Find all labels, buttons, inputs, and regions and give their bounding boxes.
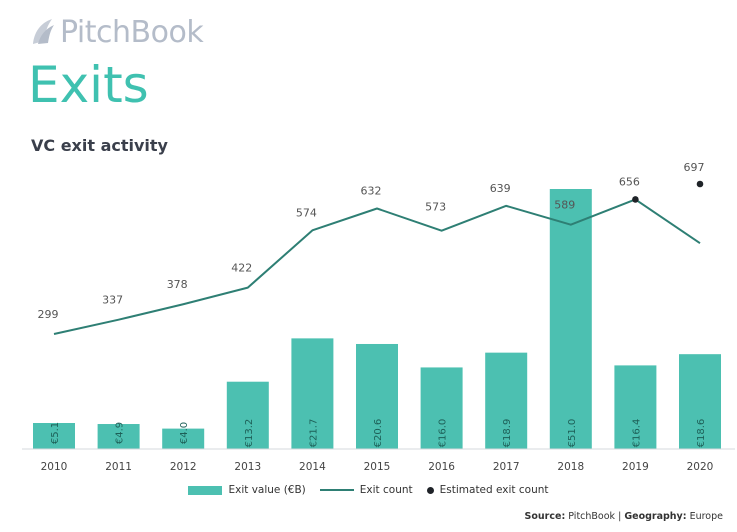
source-value: PitchBook (568, 511, 616, 522)
x-tick-label: 2016 (428, 461, 455, 473)
count-label: 632 (361, 184, 382, 197)
x-tick-label: 2012 (170, 461, 197, 473)
legend-line-swatch (319, 489, 354, 491)
legend-item-exit-count: Exit count (319, 484, 413, 496)
legend: Exit value (€B) Exit count Estimated exi… (0, 484, 737, 496)
bar-2018 (549, 189, 592, 449)
logo-text: PitchBook (60, 14, 204, 50)
legend-item-estimated-count: Estimated exit count (426, 484, 549, 496)
x-tick-label: 2020 (687, 461, 714, 473)
legend-item-exit-value: Exit value (€B) (188, 484, 306, 496)
x-tick-label: 2010 (41, 461, 68, 473)
bar-value-label: €20.6 (373, 419, 384, 448)
count-label: 299 (38, 308, 59, 321)
estimate-series (632, 180, 704, 203)
bar-series (33, 189, 721, 449)
line-series (53, 198, 701, 335)
bar-value-label: €16.0 (438, 419, 449, 448)
source-separator: | (618, 511, 622, 522)
count-labels: 299 337 378 422 574 632 573 639 589 656 697 (38, 161, 705, 321)
count-label: 656 (619, 175, 640, 188)
geography-label: Geography: (624, 511, 687, 522)
legend-label: Exit value (€B) (228, 484, 306, 496)
count-label: 422 (231, 262, 252, 275)
x-tick-label: 2014 (299, 461, 326, 473)
bar-2019 (614, 365, 657, 449)
bar-2016 (420, 367, 463, 449)
x-tick-label: 2017 (493, 461, 520, 473)
estimate-point-2019 (632, 196, 639, 203)
bar-2013 (226, 381, 269, 449)
exit-count-line (53, 198, 701, 335)
count-label: 697 (684, 161, 705, 174)
x-tick-label: 2019 (622, 461, 649, 473)
x-tick-labels: 2010 2011 2012 2013 2014 2015 2016 2017 2018 2019… (41, 461, 714, 473)
chart-title: VC exit activity (31, 136, 168, 155)
bar-2015 (356, 343, 398, 449)
bar-2014 (291, 338, 334, 449)
legend-dot-swatch (426, 486, 434, 494)
bar-value-label: €51.0 (567, 419, 578, 448)
bar-2012 (162, 428, 205, 449)
bar-value-label: €4.0 (179, 422, 190, 444)
legend-bar-swatch (188, 485, 223, 495)
legend-label: Estimated exit count (439, 484, 549, 496)
bar-value-label: €4.9 (115, 422, 126, 444)
count-label: 574 (296, 206, 317, 219)
x-tick-label: 2018 (557, 461, 584, 473)
count-label: 573 (425, 201, 446, 214)
count-label: 337 (102, 294, 123, 307)
geography-value: Europe (689, 511, 723, 522)
count-label: 639 (490, 182, 511, 195)
bar-value-label: €5.1 (50, 422, 61, 444)
legend-label: Exit count (359, 484, 413, 496)
source-label: Source: (524, 511, 566, 522)
bar-value-label: €16.4 (631, 419, 642, 448)
bar-2011 (97, 424, 140, 449)
bar-2010 (33, 423, 75, 449)
count-label: 589 (554, 199, 575, 212)
bar-value-label: €18.9 (502, 419, 513, 448)
bar-value-label: €18.6 (696, 419, 707, 448)
bar-2020 (679, 354, 721, 449)
count-label: 378 (167, 278, 188, 291)
source-note: Source: PitchBook | Geography: Europe (525, 511, 723, 522)
x-tick-label: 2011 (105, 461, 132, 473)
page-headline: Exits (28, 56, 149, 114)
bar-value-label: €13.2 (244, 419, 255, 448)
pitchbook-logo: PitchBook (30, 14, 204, 50)
x-tick-label: 2013 (234, 461, 261, 473)
x-tick-label: 2015 (364, 461, 391, 473)
pitchbook-logo-icon (33, 19, 54, 44)
bar-value-label: €21.7 (308, 419, 319, 448)
estimate-point-2020 (696, 180, 704, 188)
bar-2017 (485, 352, 528, 449)
bar-labels: €5.1 €4.9 €4.0 €13.2 €21.7 €20.6 €16.0 €18.9 €51… (50, 419, 707, 448)
